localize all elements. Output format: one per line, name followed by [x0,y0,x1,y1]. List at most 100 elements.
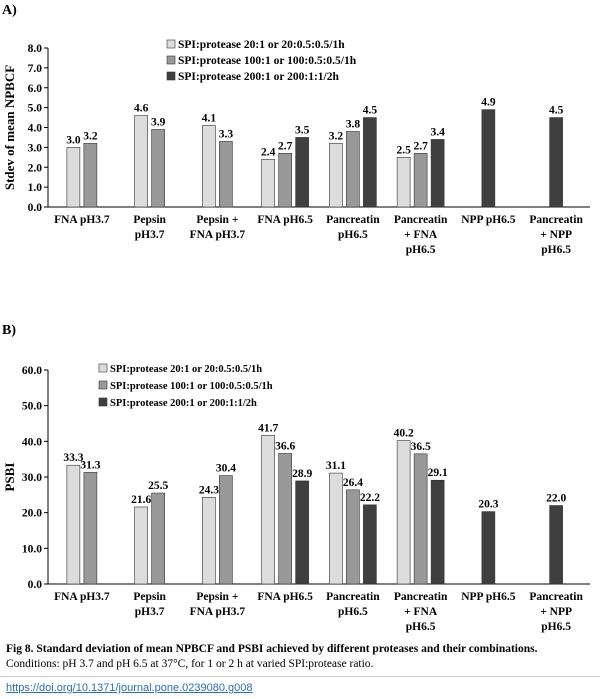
chart-b-category-label: pH6.5 [406,621,436,633]
chart-a-bar [346,131,360,208]
chart-a-data-label: 4.9 [481,97,496,109]
chart-b-y-tick-label: 40.0 [22,436,42,448]
doi-link[interactable]: https://doi.org/10.1371/journal.pone.023… [6,682,253,694]
chart-b-bar [295,480,309,585]
chart-b-data-label: 36.5 [411,441,431,453]
chart-a-category-label: Pepsin + [196,214,238,226]
chart-a-bar [278,153,292,208]
chart-b-bar [413,453,428,585]
chart-a-category-label: + NPP [540,229,572,241]
chart-a-bar [363,117,377,208]
chart-a-legend-swatch [166,39,176,49]
chart-b-data-label: 26.4 [343,477,363,489]
chart-a-bar [413,153,428,208]
chart-b-bar [66,464,81,585]
chart-b-category-label: FNA pH3.7 [54,591,110,603]
chart-b-bar [219,475,233,585]
chart-a-data-label: 4.5 [549,105,564,117]
chart-b-category-label: pH6.5 [338,606,368,618]
caption-divider [0,676,600,677]
chart-b-y-tick-label: 60.0 [22,365,42,377]
chart-a-legend-label: SPI:protease 20:1 or 20:0.5:0.5/1h [178,39,345,51]
chart-a-data-label: 3.4 [430,126,445,138]
chart-a-legend-label: SPI:protease 200:1 or 200:1:1/2h [178,71,339,83]
chart-b-bar [396,440,411,585]
chart-a-y-tick-label: 5.0 [28,103,43,115]
chart-b-bar [346,489,360,585]
chart-b-y-tick-label: 50.0 [22,401,42,413]
chart-a-y-tick-label: 1.0 [28,182,43,194]
chart-a-bar [219,141,233,208]
chart-b-data-label: 30.4 [216,463,236,475]
chart-a-category-label: pH6.5 [406,244,436,256]
chart-b-y-tick-label: 10.0 [22,543,42,555]
chart-b-legend-label: SPI:protease 100:1 or 100:0.5:0.5/1h [110,381,273,392]
chart-b-bar [83,472,98,585]
chart-a-bar [261,159,275,208]
chart-b-legend-swatch [98,397,108,407]
chart-a-bar [329,143,343,208]
chart-b-data-label: 33.3 [63,452,83,464]
chart-b-data-label: 22.0 [546,493,566,505]
chart-b-data-label: 29.1 [428,467,448,479]
chart-a-bar [66,147,81,208]
chart-a-bar [295,137,309,208]
chart-b-bar [151,492,165,585]
chart-b-category-label: pH6.5 [541,621,571,633]
chart-b-y-tick-label: 0.0 [28,579,43,591]
chart-a-data-label: 2.5 [396,144,411,156]
chart-b-category-label: + NPP [540,606,572,618]
chart-a-category-label: Pancreatin [326,214,380,226]
chart-b-data-label: 22.2 [360,492,380,504]
chart-a-data-label: 4.5 [363,105,378,117]
chart-a-data-label: 4.6 [134,103,149,115]
chart-a-category-label: FNA pH3.7 [54,214,110,226]
chart-a-y-tick-label: 0.0 [28,202,43,214]
chart-b-category-label: + FNA [404,606,438,618]
chart-a-data-label: 3.5 [295,124,310,136]
chart-a-bar [151,129,165,208]
chart-b-bar [134,506,148,585]
chart-a-data-label: 3.0 [66,134,81,146]
chart-a-legend-swatch [166,55,176,65]
chart-a-bar [83,143,98,208]
chart-a-bar [549,117,563,208]
chart-b-data-label: 21.6 [131,494,151,506]
chart-a-data-label: 3.9 [151,116,166,128]
chart-b-y-tick-label: 30.0 [22,472,42,484]
chart-b-data-label: 36.6 [275,440,295,452]
chart-b-legend-label: SPI:protease 20:1 or 20:0.5:0.5/1h [110,364,262,375]
chart-b-data-label: 41.7 [258,422,278,434]
chart-a-data-label: 2.7 [278,140,293,152]
caption-text: Conditions: pH 3.7 and pH 6.5 at 37°C, f… [6,658,374,670]
chart-a-category-label: pH6.5 [338,229,368,241]
chart-b-category-label: pH3.7 [135,606,165,618]
chart-a-category-label: FNA pH3.7 [190,229,246,241]
chart-a-legend-swatch [166,71,176,81]
chart-a-data-label: 2.7 [413,140,428,152]
chart-b-bar [430,479,445,585]
chart-b-data-label: 24.3 [199,484,219,496]
chart-b-y-axis-label: PSBI [2,463,17,492]
chart-a-y-tick-label: 6.0 [28,83,43,95]
chart-b-category-label: Pepsin [133,591,166,603]
chart-a-bar [396,157,411,208]
chart-b-y-tick-label: 20.0 [22,508,42,520]
chart-a-category-label: Pepsin [133,214,166,226]
chart-b-bar [278,453,292,585]
chart-b-bar [363,504,377,585]
chart-a-category-label: pH3.7 [135,229,165,241]
chart-b-bar [481,511,496,585]
chart-b-panel-label: B) [2,323,16,338]
chart-a-data-label: 3.8 [346,118,361,130]
chart-b-category-label: Pepsin + [196,591,238,603]
chart-a-y-tick-label: 3.0 [28,142,43,154]
chart-a-category-label: Pancreatin [394,214,448,226]
chart-a-category-label: Pancreatin [529,214,583,226]
chart-b-data-label: 20.3 [478,499,498,511]
chart-a-bar [202,125,216,208]
chart-a-bar [481,109,496,208]
chart-a-category-label: pH6.5 [541,244,571,256]
chart-b-legend-swatch [98,363,108,373]
chart-b-bar [261,434,275,585]
